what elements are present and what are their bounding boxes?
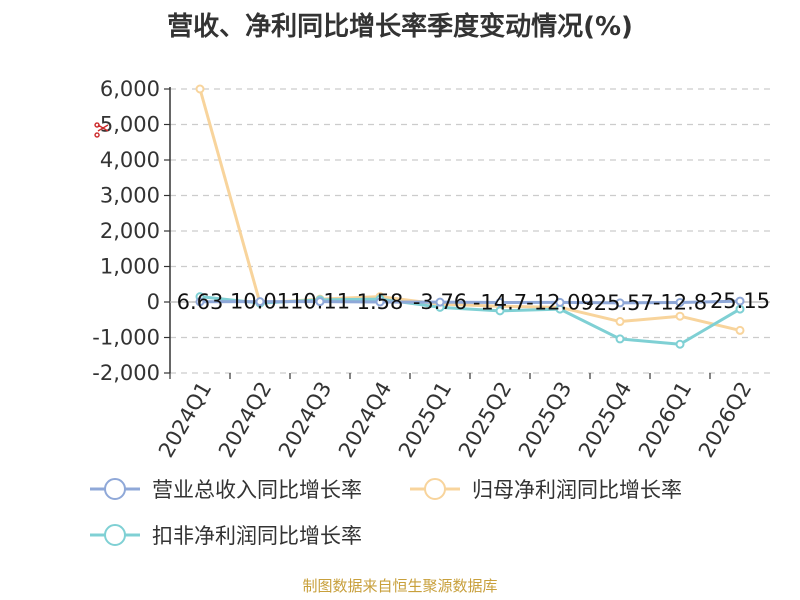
x-tick-label: 2024Q1 <box>154 378 216 462</box>
data-point <box>195 84 205 94</box>
y-tick-label: 4,000 <box>100 148 160 172</box>
legend-item-revenue[interactable]: 营业总收入同比增长率 <box>90 474 362 504</box>
data-label: 6.63 <box>177 290 224 314</box>
data-point <box>255 297 265 307</box>
data-label: -3.76 <box>413 290 467 314</box>
legend-label-revenue: 营业总收入同比增长率 <box>152 478 362 502</box>
legend-item-deducted-profit[interactable]: 扣非净利润同比增长率 <box>90 520 362 550</box>
x-tick-label: 2025Q1 <box>394 378 456 462</box>
legend-line-circle-icon <box>410 478 460 500</box>
data-point <box>675 339 685 349</box>
data-label: 1.58 <box>357 290 404 314</box>
data-point <box>435 297 445 307</box>
series-line <box>199 299 741 305</box>
legend-label-net-profit: 归母净利润同比增长率 <box>472 478 682 502</box>
data-labels: 6.63 10.01 10.11 1.58 -3.76 -14.7-12.09-25.57… <box>177 289 770 315</box>
data-label: 10.01 <box>230 290 290 314</box>
scissors-icon <box>94 122 109 138</box>
data-point <box>315 297 325 307</box>
x-tick-label: 2025Q4 <box>574 378 636 462</box>
data-label: -14.7 <box>473 291 527 315</box>
data-point <box>495 298 505 308</box>
chart-title: 营收、净利同比增长率季度变动情况(%) <box>167 12 633 42</box>
data-label: -12.09 <box>526 290 594 314</box>
legend-label-deducted-profit: 扣非净利润同比增长率 <box>152 524 362 548</box>
data-point <box>675 311 685 321</box>
data-label: -25.57 <box>586 291 654 315</box>
data-point <box>195 297 205 307</box>
legend-line-circle-icon <box>90 478 140 500</box>
y-tick-label: 0 <box>147 290 160 314</box>
y-tick-label: 2,000 <box>100 219 160 243</box>
grid-lines <box>170 88 770 374</box>
x-tick-label: 2025Q2 <box>454 378 516 462</box>
legend-item-net-profit[interactable]: 归母净利润同比增长率 <box>410 474 682 504</box>
data-label: -12.8 <box>653 290 707 314</box>
data-point <box>735 325 745 335</box>
y-tick-label: -1,000 <box>92 326 160 350</box>
y-tick-label: 5,000 <box>100 113 160 137</box>
x-tick-label: 2026Q1 <box>634 378 696 462</box>
x-tick-label: 2024Q3 <box>274 378 336 462</box>
data-label: 10.11 <box>290 290 350 314</box>
y-tick-label: 3,000 <box>100 184 160 208</box>
series-lines <box>195 84 745 349</box>
legend-line-circle-icon <box>90 524 140 546</box>
data-point <box>735 296 745 306</box>
y-tick-label: 6,000 <box>100 77 160 101</box>
data-point <box>675 297 685 307</box>
data-point <box>615 334 625 344</box>
data-label: 25.15 <box>710 289 770 313</box>
x-tick-label: 2024Q4 <box>334 378 396 462</box>
source-note: 制图数据来自恒生聚源数据库 <box>302 577 498 595</box>
x-tick-label: 2026Q2 <box>694 378 756 462</box>
y-tick-label: -2,000 <box>92 361 160 385</box>
data-point <box>615 317 625 327</box>
x-tick-label: 2025Q3 <box>514 378 576 462</box>
y-tick-label: 1,000 <box>100 255 160 279</box>
axes: -2,000 -1,000 0 1,000 2,000 3,000 4,000 5,000 6,… <box>92 77 770 462</box>
x-tick-label: 2024Q2 <box>214 378 276 462</box>
data-point <box>615 298 625 308</box>
data-point <box>375 297 385 307</box>
data-point <box>495 306 505 316</box>
data-point <box>555 297 565 307</box>
